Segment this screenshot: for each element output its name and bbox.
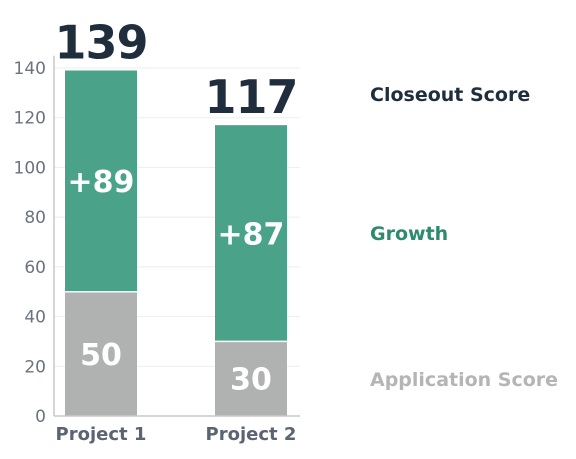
y-tick-label: 80 <box>24 208 46 228</box>
legend-closeout-score: Closeout Score <box>370 84 530 106</box>
y-tick-label: 60 <box>24 258 46 278</box>
bar-segment <box>215 341 287 416</box>
bar-segment <box>215 125 287 342</box>
legend-application-score: Application Score <box>370 369 558 391</box>
y-tick-label: 20 <box>24 357 46 377</box>
legend: Closeout Score Growth Application Score <box>370 84 558 391</box>
bar-segment <box>65 70 137 292</box>
segment-value-label: +89 <box>68 165 135 200</box>
x-category-label: Project 2 <box>206 424 297 445</box>
segment-value-label: +87 <box>218 217 285 252</box>
segment-value-label: 30 <box>230 363 272 398</box>
legend-growth: Growth <box>370 223 448 245</box>
y-tick-label: 0 <box>35 407 46 427</box>
segment-value-label: 50 <box>80 338 122 373</box>
total-value-label: 117 <box>204 70 297 124</box>
x-category-label: Project 1 <box>56 424 147 445</box>
bar-segment <box>65 291 137 416</box>
y-tick-label: 100 <box>14 158 46 178</box>
y-tick-label: 40 <box>24 308 46 328</box>
data-labels: 50 +89 139 30 +87 117 <box>54 15 298 398</box>
total-value-label: 139 <box>54 15 147 69</box>
bars <box>65 70 287 416</box>
y-tick-label: 140 <box>14 59 46 79</box>
axes: 0 20 40 60 80 100 120 140 Project 1 Project 2 <box>14 55 300 445</box>
y-tick-label: 120 <box>14 109 46 129</box>
